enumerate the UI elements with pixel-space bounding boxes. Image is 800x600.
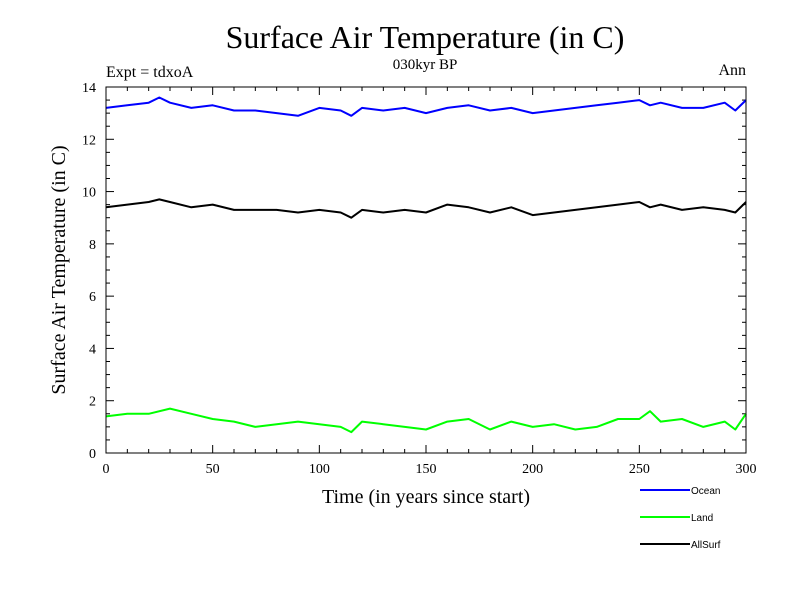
x-tick-label: 250 — [629, 462, 650, 477]
axis-ticks: 0 50 100 150 200 250 300 0 2 4 6 8 10 12 14 — [82, 81, 757, 477]
legend-label-ocean: Ocean — [691, 486, 720, 497]
plot-frame — [105, 86, 747, 454]
y-tick-label: 12 — [82, 133, 96, 148]
y-tick-label: 0 — [89, 447, 96, 462]
y-tick-label: 8 — [89, 238, 96, 253]
y-tick-label: 4 — [89, 342, 96, 357]
x-tick-label: 200 — [522, 462, 543, 477]
x-tick-label: 0 — [103, 462, 110, 477]
y-tick-label: 10 — [82, 186, 96, 201]
y-tick-label: 14 — [82, 81, 96, 96]
experiment-label: Expt = tdxoA — [106, 64, 194, 81]
legend: Ocean Land AllSurf — [640, 486, 721, 551]
chart-subtitle: 030kyr BP — [393, 57, 458, 73]
chart-title: Surface Air Temperature (in C) — [226, 19, 625, 55]
y-tick-label: 2 — [89, 395, 96, 410]
x-tick-label: 50 — [206, 462, 220, 477]
legend-label-allsurf: AllSurf — [691, 540, 721, 551]
y-tick-label: 6 — [89, 290, 96, 305]
series-line-allsurf — [105, 198, 747, 219]
series-line-ocean — [105, 96, 747, 117]
series-lines — [105, 96, 747, 434]
legend-label-land: Land — [691, 513, 713, 524]
x-tick-label: 300 — [736, 462, 757, 477]
season-label: Ann — [718, 62, 746, 79]
x-axis-label: Time (in years since start) — [322, 486, 530, 508]
x-tick-label: 150 — [416, 462, 437, 477]
x-tick-label: 100 — [309, 462, 330, 477]
y-axis-label: Surface Air Temperature (in C) — [48, 145, 70, 394]
series-line-land — [105, 407, 747, 434]
